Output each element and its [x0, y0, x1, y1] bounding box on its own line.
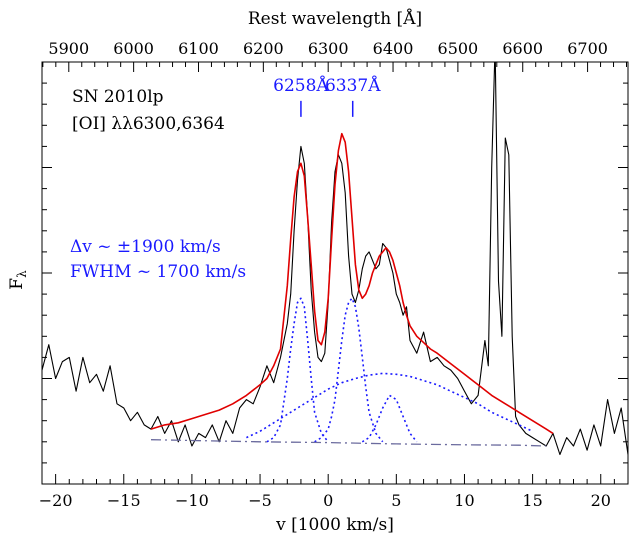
- top-tick-label: 6300: [308, 39, 349, 58]
- top-tick-label: 5900: [48, 39, 89, 58]
- series-observed: [42, 62, 628, 456]
- top-tick-label: 6200: [243, 39, 284, 58]
- y-axis-title: F: [7, 278, 27, 290]
- fwhm-label: FWHM ~ 1700 km/s: [70, 262, 246, 282]
- x-tick-label: 20: [591, 491, 611, 510]
- x-axis-title: v [1000 km/s]: [275, 515, 394, 535]
- x-tick-label: −5: [248, 491, 272, 510]
- top-tick-label: 6400: [373, 39, 414, 58]
- series-component-broad: [246, 372, 533, 439]
- object-label: SN 2010lp: [72, 87, 164, 107]
- series-fit: [150, 132, 554, 435]
- x-tick-label: 15: [522, 491, 542, 510]
- top-tick-label: 6600: [502, 39, 543, 58]
- top-tick-label: 6000: [113, 39, 154, 58]
- x-tick-label: −15: [107, 491, 141, 510]
- peak1-label: 6258Å: [273, 75, 329, 96]
- y-axis-title-group: Fλ: [7, 270, 29, 290]
- x-tick-label: 5: [391, 491, 401, 510]
- series-component-1: [266, 297, 329, 443]
- top-axis-title: Rest wavelength [Å]: [248, 8, 422, 29]
- series-group: [42, 62, 628, 456]
- line-id-label: [OI] λλ6300,6364: [72, 114, 225, 134]
- x-tick-label: 0: [323, 491, 333, 510]
- x-tick-label: −20: [39, 491, 73, 510]
- top-tick-label: 6700: [567, 39, 608, 58]
- svg-text:Fλ: Fλ: [7, 270, 29, 290]
- velocity-separation-label: Δv ~ ±1900 km/s: [70, 237, 221, 257]
- top-tick-label: 6100: [178, 39, 219, 58]
- x-tick-label: 10: [454, 491, 474, 510]
- series-component-2: [314, 297, 384, 443]
- y-axis-subscript: λ: [15, 270, 29, 278]
- tick-group: −20 −15 −10 −5 0 5 10 15 20 5900 6000 6100 6200 6300 6…: [39, 39, 629, 510]
- series-continuum: [150, 439, 547, 447]
- x-tick-label: −10: [175, 491, 209, 510]
- top-tick-label: 6500: [438, 39, 479, 58]
- peak2-label: 6337Å: [325, 75, 381, 96]
- series-component-3: [361, 394, 418, 443]
